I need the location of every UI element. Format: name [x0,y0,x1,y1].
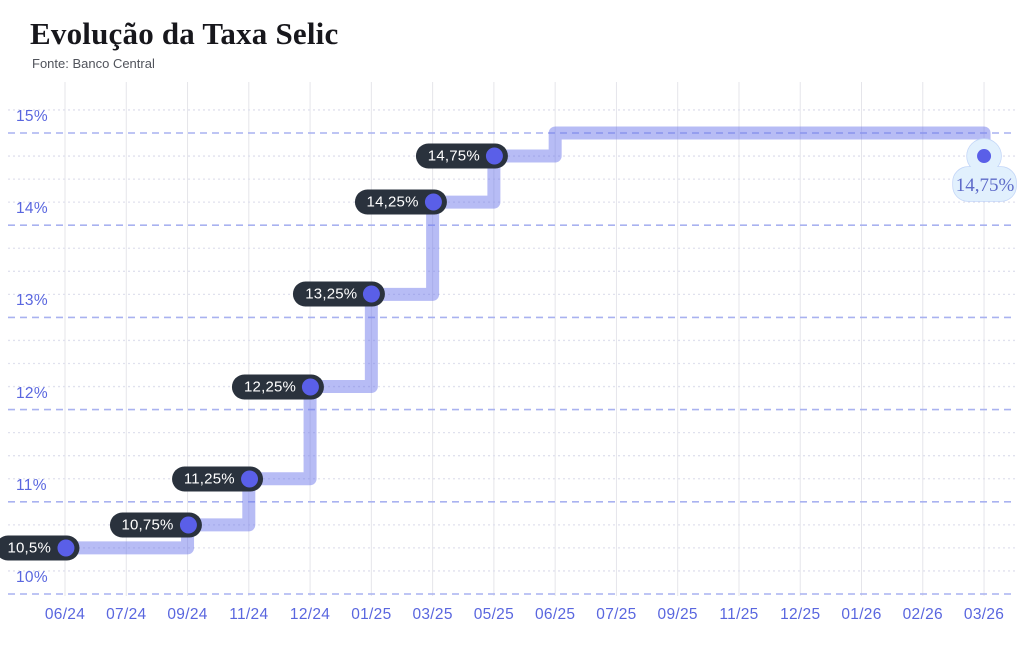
x-axis-tick-label: 06/25 [535,606,576,623]
x-axis-tick-label: 02/26 [902,606,943,623]
point-value-text: 14,25% [366,193,419,211]
point-dot [363,285,381,303]
x-axis-tick-label: 12/25 [780,606,821,623]
x-axis-tick-label: 09/25 [657,606,698,623]
point-value-text: 10,75% [121,516,174,534]
endpoint-dot [977,149,992,164]
forecast-tooltip-body [953,167,1017,202]
point-value-pill: 12,25% [232,374,325,400]
point-dot [302,378,320,396]
point-value-text: 13,25% [305,285,358,303]
y-axis-tick-label: 14% [16,200,48,218]
point-value-pill: 14,75% [415,143,508,169]
point-dot [485,147,503,165]
x-axis-tick-label: 12/24 [289,606,331,623]
point-value-text: 10,5% [7,539,51,557]
y-axis-tick-label: 12% [16,384,48,402]
x-axis-tick-label: 11/24 [229,606,269,623]
x-axis-tick-label: 03/26 [963,606,1005,623]
x-axis-tick-label: 01/26 [841,606,882,623]
x-axis-tick-label: 09/24 [167,606,208,623]
point-dot [179,516,197,534]
x-axis-tick-label: 11/25 [719,606,759,623]
point-value-pill: 14,25% [354,189,447,215]
point-dot [240,470,258,488]
x-axis-tick-label: 07/25 [596,606,637,623]
point-value-text: 12,25% [244,378,297,396]
x-axis-tick-label: 07/24 [106,606,147,623]
chart-source: Fonte: Banco Central [32,56,155,71]
y-axis-tick-label: 11% [16,476,47,494]
point-dot [424,193,442,211]
y-axis-tick-label: 15% [16,108,48,125]
chart-title: Evolução da Taxa Selic [30,16,339,51]
point-value-pill: 10,75% [109,512,202,538]
point-value-pill: 10,5% [0,535,79,561]
chart-header: Evolução da Taxa Selic Fonte: Banco Cent… [30,16,338,71]
y-axis-tick-label: 13% [16,292,48,310]
x-axis-tick-label: 03/25 [412,606,453,623]
x-axis-tick-label: 05/25 [473,606,515,623]
x-axis-tick-label: 01/25 [351,606,392,623]
point-value-pill: 11,25% [171,466,263,492]
point-value-pill: 13,25% [293,281,386,307]
forecast-tooltip-value: 14,75% [956,175,1015,196]
y-axis-tick-label: 10% [16,569,48,586]
x-axis-tick-label: 06/24 [44,606,86,623]
point-value-text: 11,25% [183,470,235,488]
point-dot [57,539,74,557]
point-value-text: 14,75% [427,147,480,165]
